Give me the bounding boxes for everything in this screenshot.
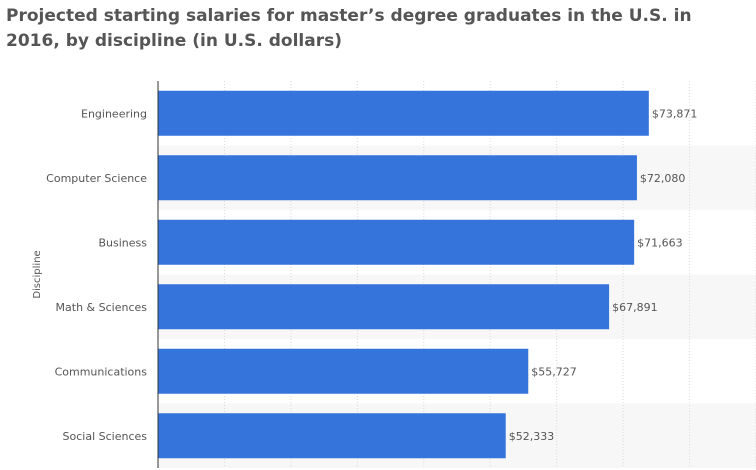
- bar-business[interactable]: [158, 219, 635, 265]
- category-label: Communications: [55, 365, 148, 378]
- category-label: Social Sciences: [63, 430, 148, 443]
- bars: [158, 90, 649, 459]
- y-axis-title: Discipline: [32, 250, 43, 298]
- bar-engineering[interactable]: [158, 90, 649, 136]
- category-labels: Engineering Computer Science Business Math …: [46, 107, 147, 443]
- category-label: Engineering: [81, 107, 147, 120]
- bar-social-sciences[interactable]: [158, 413, 506, 459]
- category-label: Computer Science: [46, 172, 147, 185]
- value-label: $67,891: [612, 301, 658, 314]
- value-label: $55,727: [531, 365, 577, 378]
- bar-math-and-sciences[interactable]: [158, 284, 610, 330]
- value-labels: $73,871 $72,080 $71,663 $67,891 $55,727 $52,3…: [509, 107, 698, 443]
- value-label: $73,871: [652, 107, 698, 120]
- category-label: Math & Sciences: [56, 301, 148, 314]
- value-label: $52,333: [509, 430, 555, 443]
- bar-computer-science[interactable]: [158, 155, 637, 201]
- chart-title: Projected starting salaries for master’s…: [6, 6, 692, 51]
- category-label: Business: [98, 236, 147, 249]
- value-label: $71,663: [637, 236, 683, 249]
- value-label: $72,080: [640, 172, 686, 185]
- bar-communications[interactable]: [158, 348, 529, 394]
